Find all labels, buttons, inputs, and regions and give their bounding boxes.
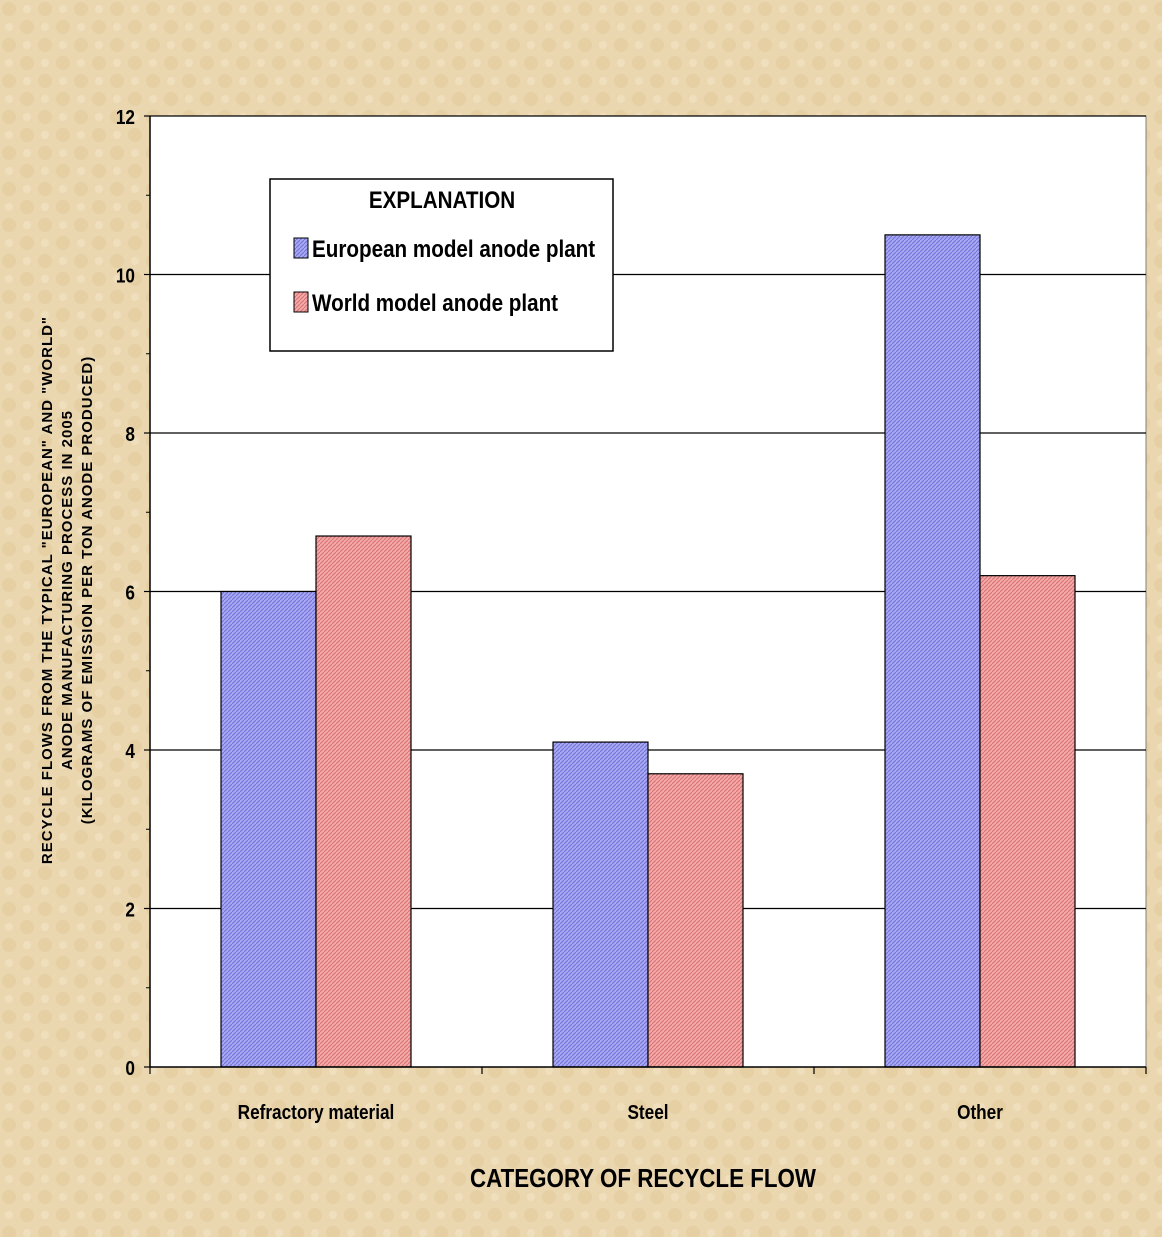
category-labels: Refractory material Steel Other [238, 1101, 1003, 1124]
bar-world-other [979, 575, 1076, 1068]
y-axis-title-line-1: RECYCLE FLOWS FROM THE TYPICAL "EUROPEAN… [39, 316, 56, 864]
y-tick-label: 12 [116, 106, 135, 129]
tick-labels: 0 2 4 6 8 10 12 [116, 106, 136, 1080]
x-category-label: Refractory material [238, 1101, 395, 1124]
x-category-label: Steel [627, 1101, 668, 1124]
bar-european-other [884, 234, 981, 1068]
legend-swatch-world [293, 291, 309, 313]
bar-world-refractory-material [315, 535, 412, 1068]
y-tick-label: 6 [125, 581, 135, 604]
y-axis-title-line-3: (KILOGRAMS OF EMISSION PER TON ANODE PRO… [79, 356, 96, 825]
y-tick-label: 4 [125, 740, 135, 763]
bar-world-steel [647, 773, 744, 1068]
legend: EXPLANATION European model anode plant W… [269, 178, 614, 352]
y-tick-label: 2 [125, 898, 135, 921]
y-tick-label: 8 [125, 423, 135, 446]
bar-european-steel [552, 741, 649, 1068]
legend-title: EXPLANATION [369, 187, 515, 214]
x-category-label: Other [957, 1101, 1003, 1124]
y-axis-title: RECYCLE FLOWS FROM THE TYPICAL "EUROPEAN… [39, 316, 96, 864]
legend-label-world: World model anode plant [312, 290, 559, 317]
axes [144, 115, 1147, 1074]
legend-label-european: European model anode plant [312, 236, 596, 263]
y-tick-label: 10 [116, 264, 135, 287]
legend-box [269, 178, 614, 352]
x-axis-title: CATEGORY OF RECYCLE FLOW [470, 1164, 816, 1193]
bars [220, 234, 1076, 1068]
y-tick-label: 0 [125, 1057, 135, 1080]
y-axis-title-line-2: ANODE MANUFACTURING PROCESS IN 2005 [59, 410, 76, 770]
legend-swatch-european [293, 237, 309, 259]
bar-european-refractory-material [220, 590, 317, 1068]
